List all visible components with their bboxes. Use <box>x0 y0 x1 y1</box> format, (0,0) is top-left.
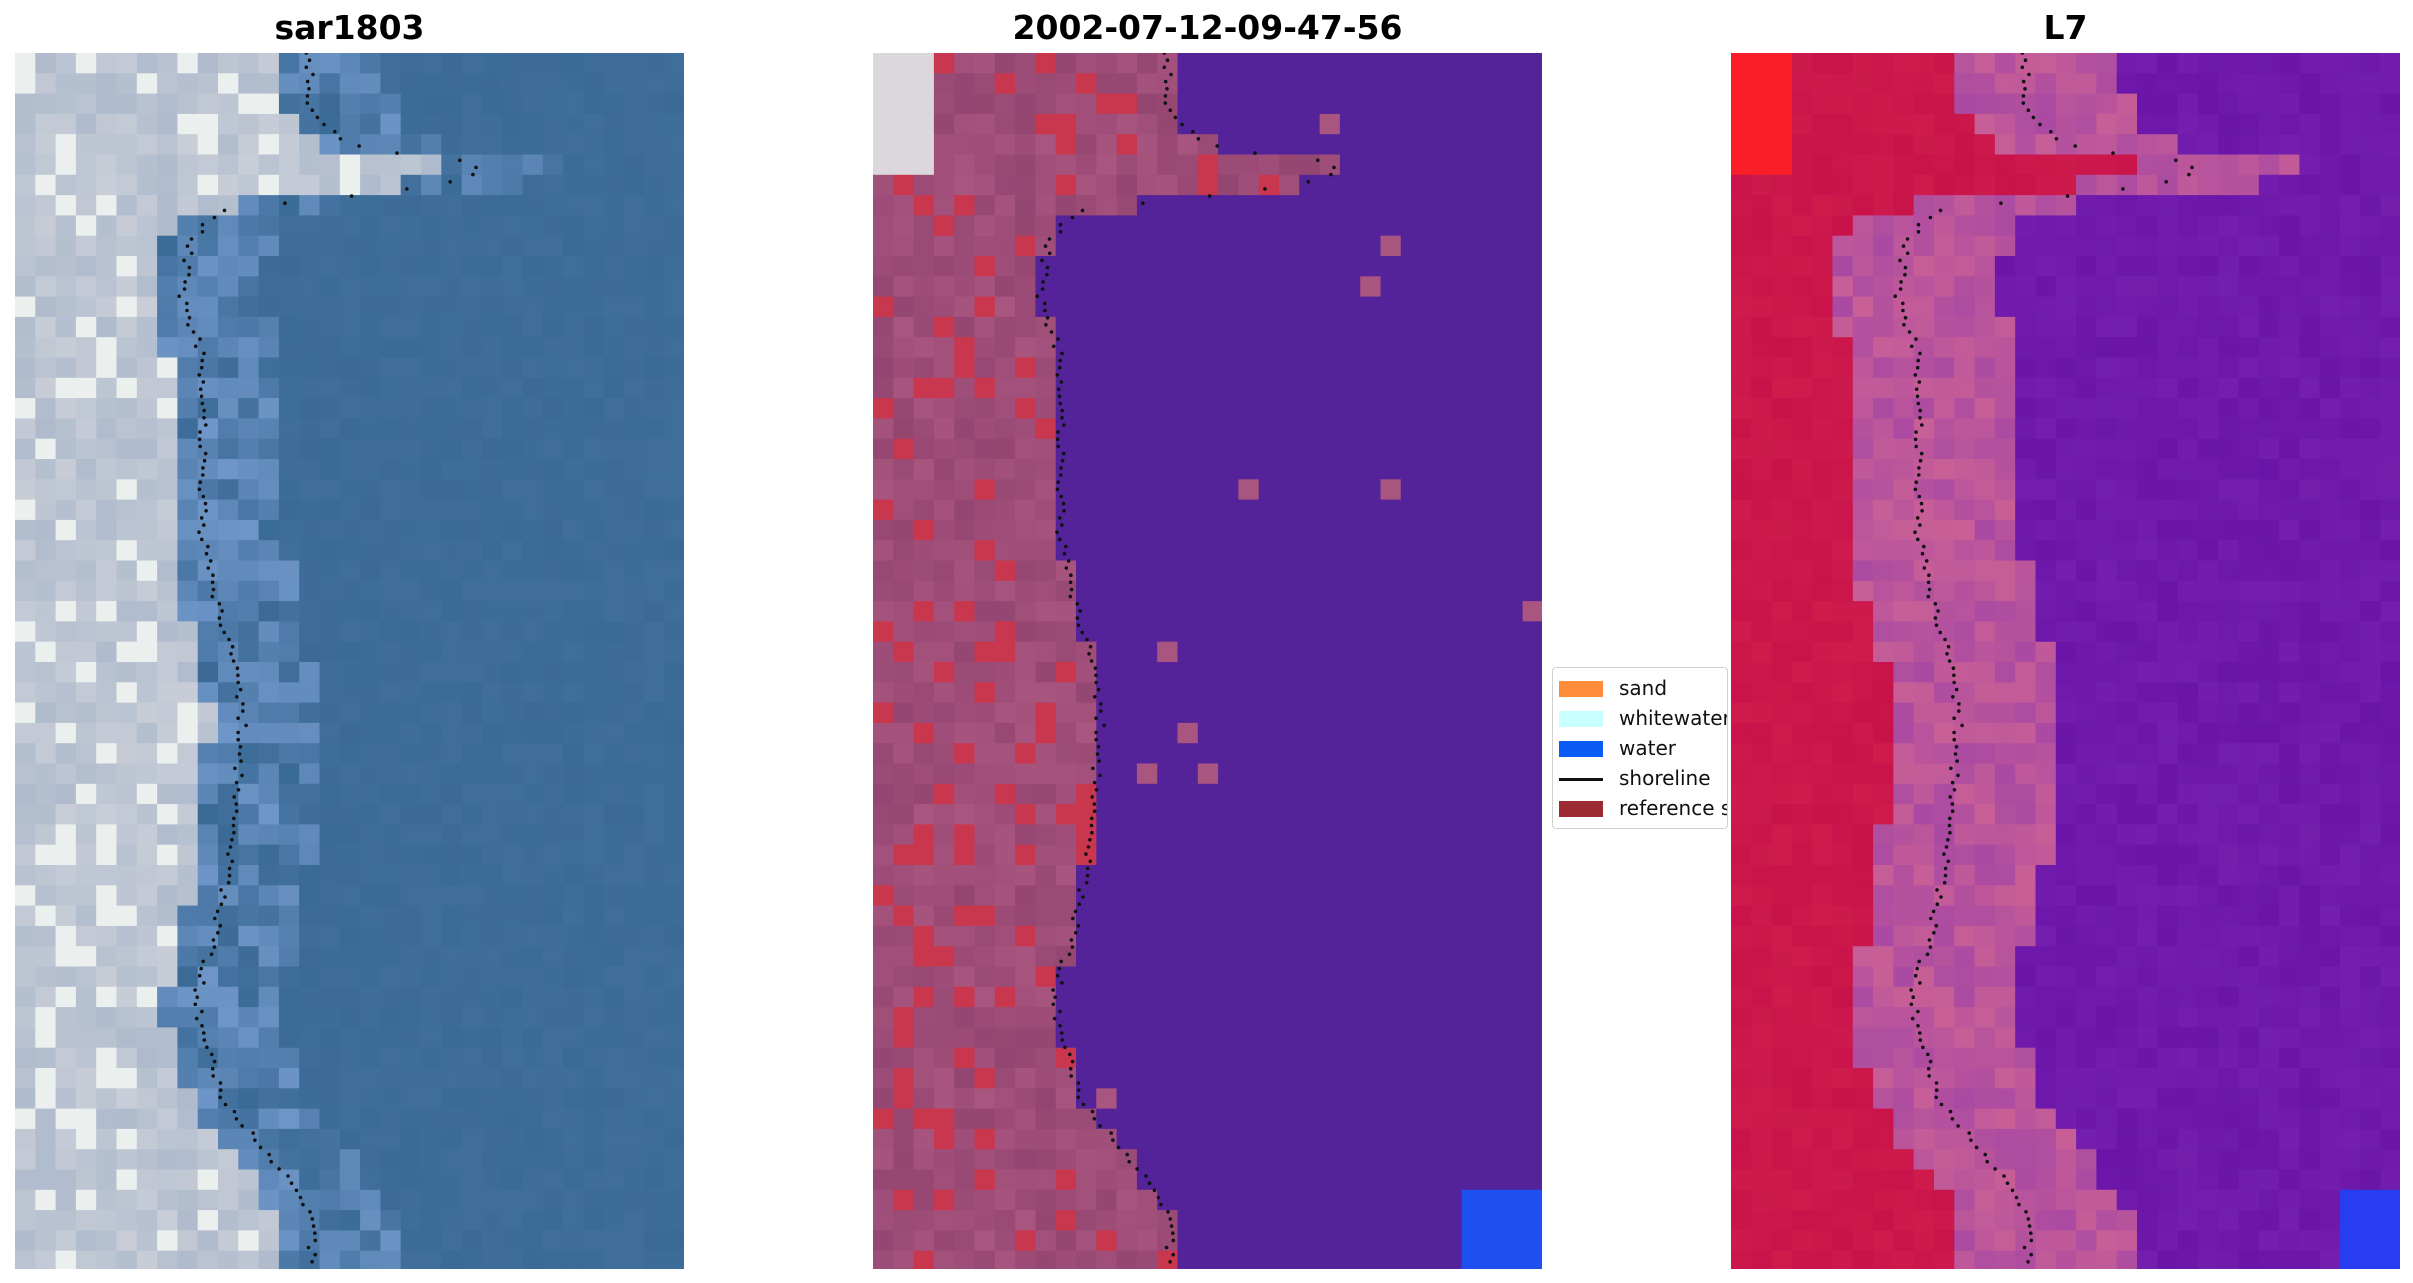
legend-item-shoreline: shoreline <box>1553 764 1727 794</box>
legend-item-water: water <box>1553 734 1727 764</box>
legend-item-whitewater: whitewater <box>1553 704 1728 734</box>
legend: sand whitewater water shoreline referenc… <box>1552 667 1728 829</box>
legend-label-sand: sand <box>1619 676 1668 700</box>
false-color-image-panel <box>1731 53 2400 1269</box>
legend-item-reference: reference s <box>1553 794 1728 824</box>
legend-label-reference: reference s <box>1619 796 1728 820</box>
shoreline-dots <box>177 53 478 1264</box>
classified-image-panel <box>873 53 1542 1269</box>
true-color-image <box>15 53 684 1269</box>
false-color-image <box>1731 53 2400 1269</box>
panel-title-right: L7 <box>2043 8 2088 47</box>
legend-label-whitewater: whitewater <box>1619 706 1728 730</box>
legend-label-water: water <box>1619 736 1676 760</box>
water-swatch <box>1559 741 1603 757</box>
panel-title-left: sar1803 <box>274 8 425 47</box>
true-color-image-panel <box>15 53 684 1269</box>
shoreline-line-swatch <box>1559 778 1603 781</box>
whitewater-swatch <box>1559 711 1603 727</box>
sand-swatch <box>1559 681 1603 697</box>
classified-image <box>873 53 1542 1269</box>
panel-title-middle: 2002-07-12-09-47-56 <box>1012 8 1403 47</box>
reference-swatch <box>1559 801 1603 817</box>
legend-item-sand: sand <box>1553 674 1727 704</box>
shoreline-dots <box>1035 53 1336 1264</box>
shoreline-dots <box>1893 53 2194 1264</box>
legend-label-shoreline: shoreline <box>1619 766 1711 790</box>
